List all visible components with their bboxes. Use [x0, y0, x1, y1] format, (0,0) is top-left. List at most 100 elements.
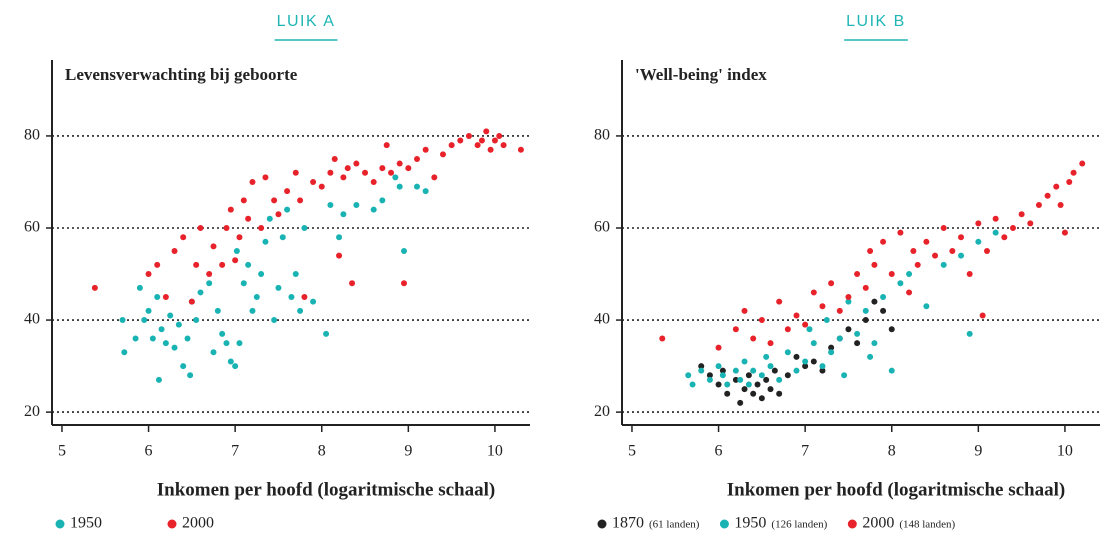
point — [392, 174, 399, 181]
point — [340, 211, 347, 218]
legend-note: (126 landen) — [771, 519, 827, 531]
point — [992, 215, 999, 222]
point — [737, 376, 744, 383]
point — [724, 381, 731, 388]
point — [841, 372, 848, 379]
point — [227, 206, 234, 213]
point — [245, 215, 252, 222]
point — [219, 330, 226, 337]
point — [871, 340, 878, 347]
x-tick-label: 7 — [801, 443, 809, 460]
point — [210, 243, 217, 250]
point — [413, 183, 420, 190]
point — [258, 271, 265, 278]
point — [457, 137, 464, 144]
point — [767, 386, 774, 393]
legend-label: 1950 — [70, 515, 102, 532]
point — [388, 169, 395, 176]
y-tick-label: 20 — [24, 403, 40, 420]
point — [1053, 183, 1060, 190]
point — [888, 326, 895, 333]
point — [828, 349, 835, 356]
point — [141, 317, 148, 324]
point — [862, 307, 869, 314]
point — [439, 151, 446, 158]
point — [297, 307, 304, 314]
point — [784, 372, 791, 379]
point — [318, 183, 325, 190]
point — [240, 197, 247, 204]
point — [154, 294, 161, 301]
point — [91, 284, 98, 291]
point — [737, 399, 744, 406]
point — [758, 317, 765, 324]
legend-label: 1950 — [734, 515, 766, 532]
point — [888, 271, 895, 278]
point — [349, 280, 356, 287]
point — [465, 132, 472, 139]
point — [685, 372, 692, 379]
point — [823, 317, 830, 324]
legend-marker — [55, 519, 65, 529]
point — [741, 386, 748, 393]
point — [793, 367, 800, 374]
point — [362, 169, 369, 176]
point — [413, 155, 420, 162]
point — [370, 178, 377, 185]
point — [888, 367, 895, 374]
point — [732, 376, 739, 383]
point — [275, 284, 282, 291]
point — [132, 335, 139, 342]
point — [167, 312, 174, 319]
point — [750, 367, 757, 374]
point — [862, 317, 869, 324]
point — [336, 252, 343, 259]
point — [659, 335, 666, 342]
point — [810, 358, 817, 365]
point — [880, 238, 887, 245]
point — [810, 289, 817, 296]
legend-label: 1870 — [612, 515, 644, 532]
point — [145, 271, 152, 278]
point — [210, 349, 217, 356]
point — [310, 298, 317, 305]
point — [750, 335, 757, 342]
point — [910, 248, 917, 255]
point — [262, 174, 269, 181]
point — [483, 128, 490, 135]
point — [232, 363, 239, 370]
point — [897, 229, 904, 236]
point — [880, 294, 887, 301]
point — [975, 220, 982, 227]
chart-title: 'Well-being' index — [635, 65, 767, 84]
y-tick-label: 80 — [24, 127, 40, 144]
point — [763, 376, 770, 383]
point — [262, 238, 269, 245]
point — [819, 303, 826, 310]
point — [914, 261, 921, 268]
point — [379, 165, 386, 172]
point — [923, 303, 930, 310]
point — [301, 225, 308, 232]
point — [1061, 229, 1068, 236]
point — [771, 367, 778, 374]
point — [344, 165, 351, 172]
point — [845, 298, 852, 305]
point — [732, 367, 739, 374]
point — [940, 261, 947, 268]
point — [845, 326, 852, 333]
point — [784, 349, 791, 356]
point — [245, 261, 252, 268]
point — [689, 381, 696, 388]
point — [500, 142, 507, 149]
point — [487, 146, 494, 153]
point — [149, 335, 156, 342]
point — [763, 353, 770, 360]
point — [279, 234, 286, 241]
point — [233, 248, 240, 255]
point — [975, 238, 982, 245]
point — [401, 280, 408, 287]
point — [193, 317, 200, 324]
point — [845, 294, 852, 301]
point — [719, 367, 726, 374]
